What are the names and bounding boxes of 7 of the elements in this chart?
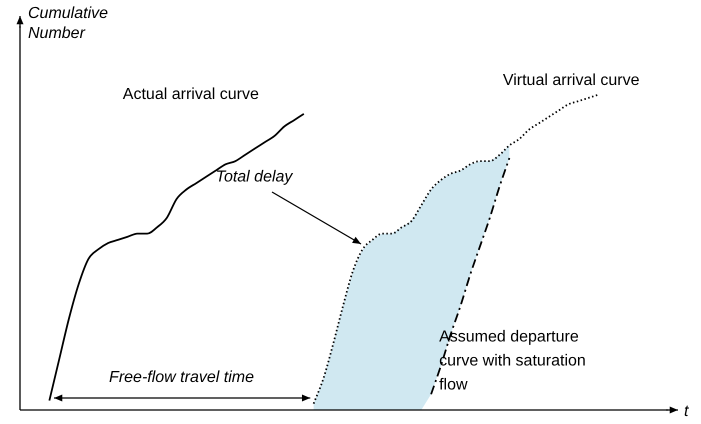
annotation: Total delay — [216, 168, 294, 186]
series-label: Virtual arrival curve — [502, 72, 640, 89]
annotation: Free-flow travel time — [109, 369, 254, 386]
series-label: Assumed departure curve with saturation flow — [439, 328, 586, 394]
text: Actual arrival curve — [122, 86, 259, 103]
y-axis-title: Cumulative Number — [28, 5, 108, 42]
x-axis-title: t — [684, 403, 689, 420]
